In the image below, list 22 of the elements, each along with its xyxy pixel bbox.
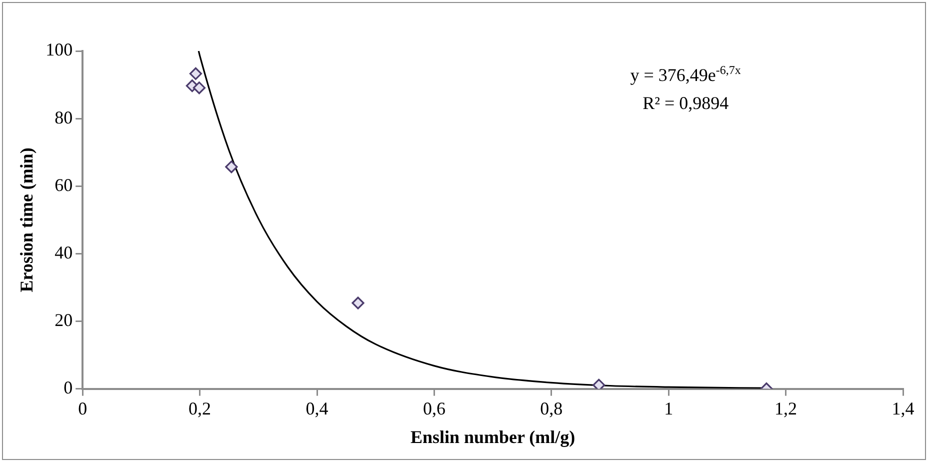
x-tick-label: 0,4 xyxy=(306,398,328,418)
point xyxy=(192,82,206,94)
x-axis-title: Enslin number (ml/g) xyxy=(410,426,576,447)
y-tick-label: 0 xyxy=(64,378,73,398)
x-tick-label: 1 xyxy=(664,398,674,418)
x-tick-label: 0,2 xyxy=(188,398,212,418)
point xyxy=(592,378,606,389)
x-tick-label: 1,2 xyxy=(774,398,798,418)
point xyxy=(352,296,364,310)
x-tick-label: 1,4 xyxy=(892,398,914,418)
y-tick-label: 20 xyxy=(54,310,73,330)
y-tick-label: 80 xyxy=(54,107,73,128)
x-tick-label: 0,6 xyxy=(422,398,446,418)
annotation: R² = 0,9894 xyxy=(642,93,729,113)
x-tick-label: 0 xyxy=(78,398,88,418)
point xyxy=(189,67,202,80)
y-tick-label: 60 xyxy=(54,174,73,195)
y-tick-label: 40 xyxy=(54,242,73,262)
y-axis-title: Erosion time (min) xyxy=(16,148,36,292)
y-tick-label: 100 xyxy=(46,40,73,60)
x-tick-label: 0,8 xyxy=(540,398,563,418)
point xyxy=(225,160,238,174)
